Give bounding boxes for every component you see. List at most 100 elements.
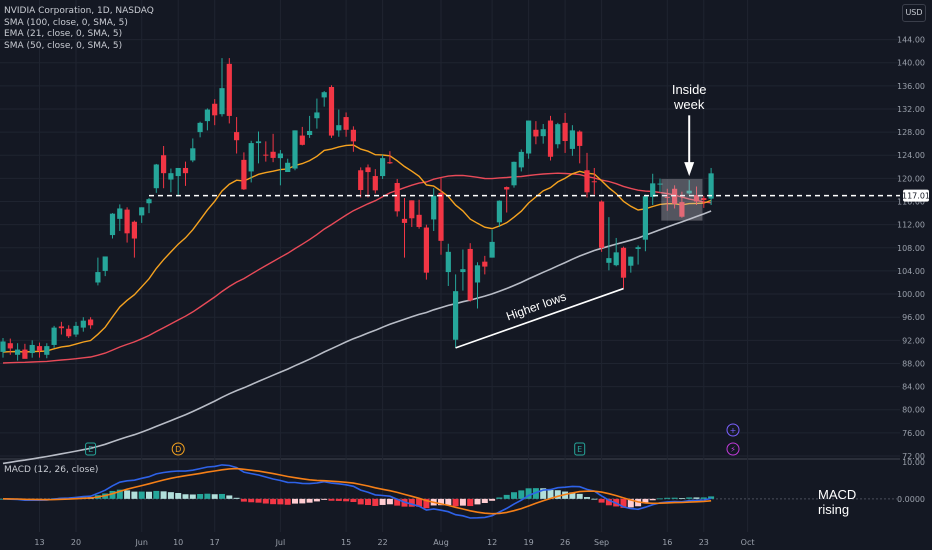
split-icon-frame	[726, 423, 740, 437]
macd-histogram-bar	[554, 490, 561, 499]
earnings-icon[interactable]: E	[85, 442, 97, 456]
price-tick-label: 120.00	[897, 174, 925, 183]
macd-histogram-bar	[642, 498, 649, 504]
candle-body	[533, 129, 539, 137]
macd-histogram-bar	[386, 498, 393, 505]
macd-histogram-bar	[240, 498, 247, 502]
candle-body	[540, 129, 546, 137]
macd-histogram-bar	[138, 491, 145, 499]
candle-body	[467, 248, 473, 301]
macd-histogram-bar	[131, 491, 138, 499]
macd-histogram-bar	[452, 498, 459, 507]
macd-histogram-bar	[219, 493, 225, 499]
flash-icon[interactable]: ⚡	[726, 442, 740, 456]
price-axis-panel	[900, 0, 932, 550]
earnings-icon-glyph: E	[88, 445, 93, 454]
chart-title: NVIDIA Corporation, 1D, NASDAQ	[4, 6, 154, 16]
candle-body	[66, 328, 72, 337]
date-tick-label: 17	[210, 538, 220, 547]
price-tick-label: 136.00	[897, 82, 925, 91]
price-tick-label: 76.00	[902, 429, 925, 438]
candle-body	[146, 199, 152, 204]
candle-body	[394, 183, 400, 212]
candle-body	[409, 200, 415, 219]
candle-body	[277, 153, 283, 159]
last-price-tag[interactable]	[903, 189, 929, 202]
macd-histogram-bar	[182, 494, 189, 499]
macd-histogram-bar	[569, 492, 576, 499]
price-tick-label: 112.00	[897, 221, 925, 230]
candle-body	[496, 200, 502, 223]
macd-histogram-bar	[532, 488, 539, 499]
macd-histogram-bar	[481, 498, 488, 504]
earnings-icon[interactable]: E	[574, 442, 586, 456]
candle-body	[212, 103, 218, 116]
macd-histogram-bar	[503, 494, 510, 499]
macd-histogram-bar	[306, 498, 313, 503]
macd-histogram-bar	[496, 497, 503, 499]
macd-histogram-bar	[372, 498, 379, 506]
candle-body	[336, 125, 342, 131]
candle-body	[197, 122, 203, 133]
macd-histogram-bar	[664, 497, 671, 499]
candle-body	[474, 265, 481, 283]
candle-body	[58, 326, 64, 329]
legend-sma50[interactable]: SMA (50, close, 0, SMA, 5)	[4, 40, 123, 51]
price-tick-label: 132.00	[897, 105, 925, 114]
macd-histogram-bar	[379, 498, 386, 505]
candle-body	[577, 131, 583, 146]
macd-legend[interactable]: MACD (12, 26, close)	[4, 465, 99, 475]
macd-histogram-bar	[116, 489, 123, 499]
macd-histogram-bar	[445, 498, 452, 506]
date-tick-label: Aug	[433, 538, 449, 547]
macd-histogram-bar	[357, 498, 364, 505]
macd-histogram-bar	[394, 498, 401, 506]
macd-histogram-bar	[189, 494, 196, 499]
macd-histogram-bar	[511, 492, 517, 499]
candle-body	[350, 129, 356, 142]
flash-icon-glyph: ⚡	[730, 445, 736, 454]
ema21-line	[2, 144, 712, 353]
candle-body	[109, 213, 116, 236]
candle-body	[518, 151, 524, 168]
inside-week-label: Inside	[672, 82, 707, 97]
higher-lows-line	[455, 287, 624, 349]
date-tick-label: 20	[71, 538, 81, 547]
currency-button[interactable]: USD	[902, 4, 926, 22]
candle-body	[80, 320, 86, 328]
macd-histogram-bar	[438, 498, 444, 506]
split-icon[interactable]: +	[726, 423, 740, 437]
candle-body	[321, 92, 327, 98]
candle-body	[226, 63, 232, 116]
candle-body	[679, 202, 685, 217]
macd-histogram-bar	[627, 498, 634, 508]
date-tick-label: Oct	[741, 538, 755, 547]
candle-body	[613, 252, 619, 266]
candle-body	[131, 221, 137, 239]
macd-histogram-bar	[620, 498, 627, 508]
price-tick-label: 96.00	[902, 313, 925, 322]
date-tick-label: 16	[662, 538, 672, 547]
last-price-label: 117.01	[902, 192, 930, 201]
macd-tick-label: 10.00	[902, 458, 925, 467]
macd-histogram-bar	[576, 493, 583, 499]
inside-week-box	[661, 178, 703, 221]
candle-body	[44, 346, 50, 355]
price-tick-label: 92.00	[902, 336, 925, 345]
date-tick-label: Jul	[275, 538, 286, 547]
macd-histogram-bar	[284, 498, 291, 505]
macd-histogram-bar	[671, 497, 678, 499]
price-tick-label: 100.00	[897, 290, 925, 299]
macd-histogram-bar	[343, 498, 350, 502]
candle-body	[526, 120, 532, 154]
macd-histogram-bar	[598, 498, 605, 503]
legend-sma100[interactable]: SMA (100, close, 0, SMA, 5)	[4, 17, 128, 28]
inside-week-label: week	[673, 97, 705, 112]
price-tick-label: 144.00	[897, 36, 925, 45]
candle-body	[657, 183, 663, 185]
macd-histogram-bar	[321, 498, 328, 500]
dividend-icon[interactable]: D	[171, 442, 185, 456]
candle-body	[95, 272, 101, 283]
legend-ema21[interactable]: EMA (21, close, 0, SMA, 5)	[4, 29, 123, 39]
